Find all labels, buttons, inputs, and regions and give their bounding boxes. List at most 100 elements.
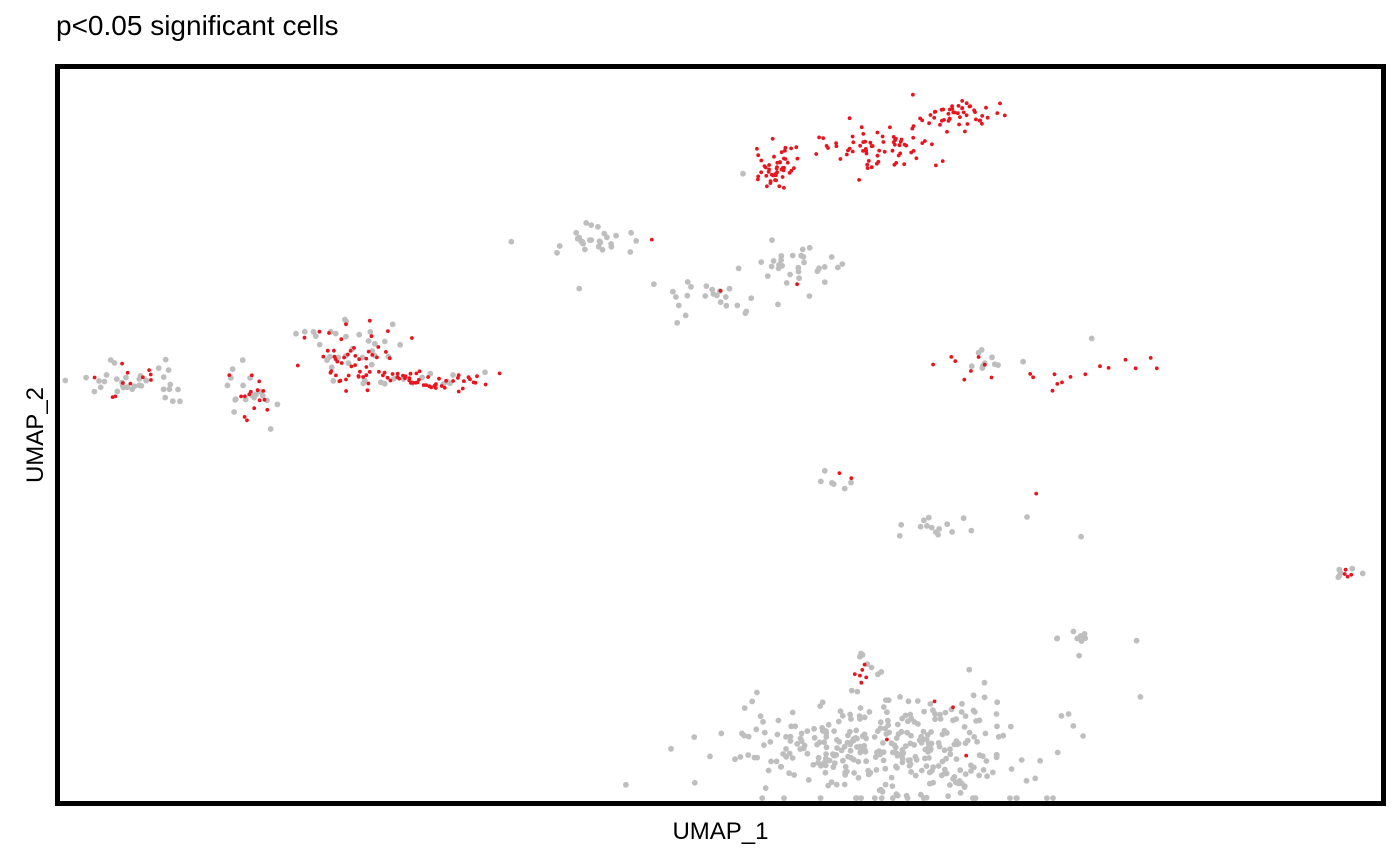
cell-point-nonsignificant [932, 716, 938, 723]
cell-point-nonsignificant [815, 754, 822, 761]
cell-point-nonsignificant [1000, 732, 1007, 739]
cell-point-significant [914, 156, 919, 161]
cell-point-significant [951, 705, 955, 710]
cell-point-nonsignificant [748, 295, 755, 302]
cell-point-significant [838, 157, 843, 161]
cell-point-significant [92, 375, 97, 380]
cell-point-significant [346, 373, 351, 378]
cell-point-nonsignificant [177, 398, 183, 405]
cell-point-significant [366, 381, 371, 386]
cell-point-nonsignificant [844, 768, 850, 775]
cell-point-nonsignificant [935, 531, 941, 538]
cell-point-significant [327, 331, 331, 335]
cell-point-nonsignificant [958, 709, 965, 715]
cell-point-nonsignificant [949, 529, 955, 535]
cell-point-nonsignificant [951, 774, 958, 780]
cell-point-significant [946, 111, 951, 116]
cell-point-significant [976, 355, 981, 359]
cell-point-nonsignificant [718, 730, 725, 737]
cell-point-significant [429, 385, 434, 390]
cell-point-significant [257, 398, 262, 403]
cell-point-nonsignificant [839, 261, 846, 267]
cell-point-nonsignificant [732, 756, 738, 763]
cell-point-significant [768, 181, 773, 186]
cell-point-nonsignificant [821, 279, 828, 285]
cell-point-significant [982, 362, 987, 367]
cell-point-significant [248, 389, 253, 394]
cell-point-significant [381, 373, 385, 378]
cell-point-significant [920, 141, 925, 146]
cell-point-significant [403, 376, 407, 381]
cell-point-nonsignificant [849, 738, 855, 745]
cell-point-nonsignificant [760, 718, 766, 725]
cell-point-significant [941, 107, 946, 112]
cell-point-nonsignificant [1014, 795, 1020, 801]
cell-point-significant [780, 175, 785, 179]
cell-point-nonsignificant [778, 253, 785, 259]
cell-point-nonsignificant [330, 378, 337, 384]
cell-point-significant [339, 361, 344, 365]
cell-point-significant [348, 349, 353, 353]
cell-point-significant [794, 145, 799, 150]
cell-point-nonsignificant [114, 388, 121, 395]
cell-point-nonsignificant [984, 773, 990, 780]
plot-frame [55, 64, 1386, 806]
cell-point-nonsignificant [989, 354, 995, 361]
cell-point-nonsignificant [702, 293, 709, 299]
cell-point-significant [356, 374, 361, 379]
cell-point-nonsignificant [862, 748, 869, 755]
cell-point-nonsignificant [143, 377, 150, 384]
cell-point-nonsignificant [939, 758, 946, 765]
cell-point-nonsignificant [873, 767, 880, 773]
cell-point-nonsignificant [773, 758, 780, 765]
cell-point-significant [904, 143, 909, 148]
cell-point-nonsignificant [889, 783, 896, 789]
cell-point-nonsignificant [397, 341, 403, 348]
cell-point-nonsignificant [853, 727, 860, 734]
cell-point-nonsignificant [757, 713, 764, 720]
cell-point-significant [892, 142, 897, 147]
cell-point-significant [861, 132, 866, 136]
cell-point-nonsignificant [224, 382, 231, 389]
cell-point-nonsignificant [1082, 635, 1089, 642]
cell-point-significant [414, 371, 419, 376]
cell-point-significant [1083, 372, 1088, 377]
cell-point-nonsignificant [962, 771, 969, 777]
cell-point-nonsignificant [670, 288, 676, 295]
cell-point-nonsignificant [723, 302, 730, 309]
cell-point-nonsignificant [798, 730, 805, 737]
cell-point-nonsignificant [737, 754, 744, 760]
cell-point-significant [1068, 375, 1073, 379]
cell-point-significant [928, 113, 933, 117]
cell-point-significant [295, 363, 300, 368]
cell-point-significant [850, 134, 855, 139]
cell-point-nonsignificant [930, 707, 936, 714]
cell-point-nonsignificant [994, 699, 1001, 706]
cell-point-nonsignificant [741, 705, 748, 711]
cell-point-significant [471, 380, 476, 385]
cell-point-nonsignificant [955, 780, 962, 787]
cell-point-nonsignificant [806, 293, 813, 299]
cell-point-nonsignificant [841, 485, 848, 492]
cell-point-nonsignificant [160, 374, 167, 380]
cell-point-significant [783, 148, 787, 153]
cell-point-nonsignificant [745, 752, 752, 758]
cell-point-nonsignificant [754, 689, 760, 696]
cell-point-nonsignificant [991, 361, 998, 368]
cell-point-nonsignificant [926, 755, 932, 761]
cell-point-nonsignificant [937, 716, 944, 722]
cell-point-nonsignificant [893, 735, 900, 741]
cell-point-nonsignificant [783, 280, 790, 286]
cell-point-nonsignificant [893, 791, 900, 798]
cell-point-nonsignificant [885, 717, 891, 724]
cell-point-significant [863, 147, 868, 151]
cell-point-nonsignificant [789, 755, 796, 761]
cell-point-nonsignificant [834, 745, 840, 751]
cell-point-nonsignificant [1037, 757, 1043, 764]
cell-point-nonsignificant [976, 717, 983, 724]
cell-point-nonsignificant [767, 739, 774, 745]
cell-point-significant [349, 364, 354, 369]
cell-point-nonsignificant [878, 786, 884, 793]
cell-point-significant [782, 185, 786, 190]
cell-point-significant [782, 156, 786, 161]
